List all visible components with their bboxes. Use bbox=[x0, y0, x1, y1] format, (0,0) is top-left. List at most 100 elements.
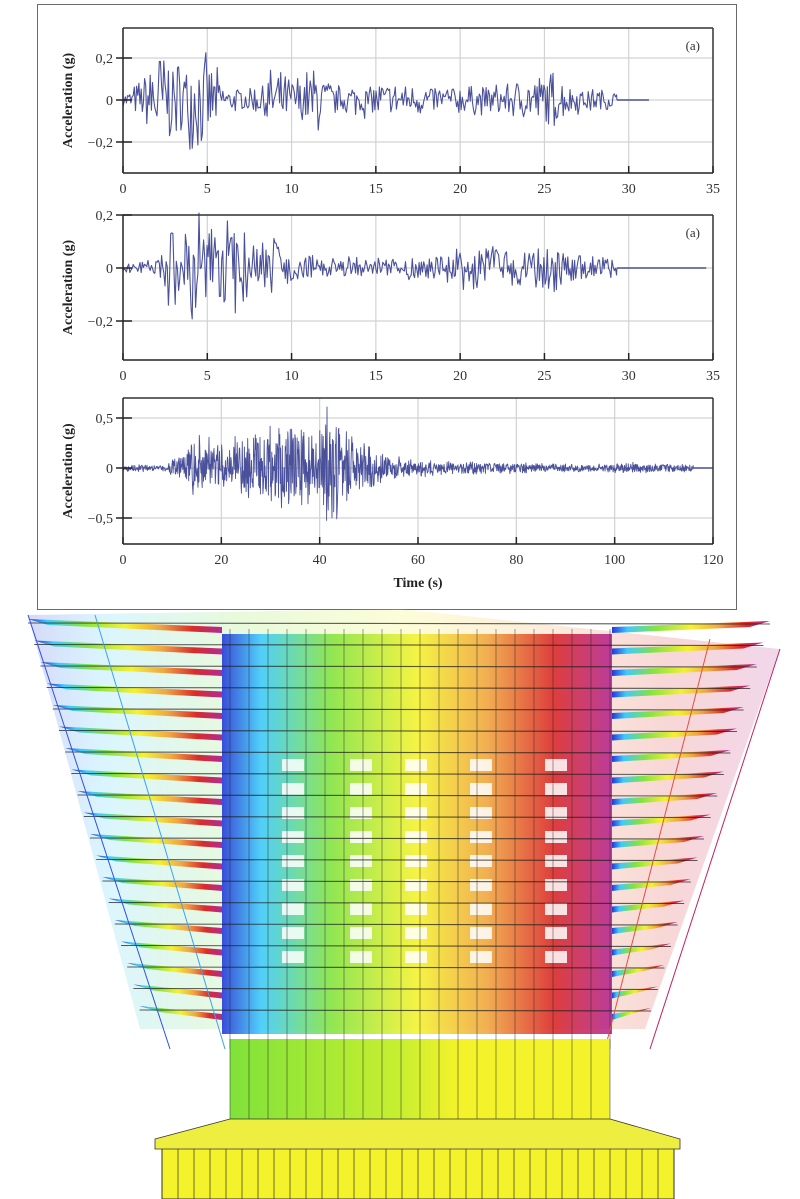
window-void bbox=[350, 903, 372, 915]
slab-edge bbox=[102, 880, 691, 883]
y-tick-label: −0,5 bbox=[88, 512, 113, 527]
slab-left bbox=[65, 748, 222, 762]
x-tick-label: 120 bbox=[703, 553, 724, 568]
building-deformation-model bbox=[27, 609, 781, 1199]
slab-left bbox=[40, 662, 223, 676]
x-tick-label: 60 bbox=[411, 553, 425, 568]
window-void bbox=[545, 903, 567, 915]
window-void bbox=[470, 879, 492, 891]
slab-left bbox=[52, 705, 222, 719]
window-void bbox=[350, 879, 372, 891]
window-void bbox=[350, 927, 372, 939]
x-tick-label: 10 bbox=[285, 182, 299, 197]
slab-edge bbox=[133, 987, 658, 991]
slab-edge bbox=[34, 643, 764, 647]
slab-edge bbox=[139, 1009, 652, 1012]
y-tick-label: −0,2 bbox=[88, 315, 113, 330]
column-right-outer bbox=[649, 648, 781, 1050]
slab-left bbox=[90, 834, 222, 848]
window-void bbox=[405, 951, 427, 963]
window-void bbox=[405, 807, 427, 819]
chart-figure-frame bbox=[37, 4, 737, 610]
window-openings bbox=[282, 759, 567, 963]
window-void bbox=[545, 783, 567, 795]
window-void bbox=[282, 951, 304, 963]
y-tick-label: 0 bbox=[106, 262, 113, 277]
column-right-inner bbox=[604, 638, 711, 1050]
window-void bbox=[470, 807, 492, 819]
slab-edge bbox=[89, 837, 705, 840]
podium-roof bbox=[154, 1118, 681, 1150]
y-tick-label: 0 bbox=[106, 462, 113, 477]
window-void bbox=[282, 831, 304, 843]
x-axis-title: Time (s) bbox=[393, 576, 442, 591]
slab-left bbox=[102, 877, 222, 891]
slab-edge bbox=[58, 729, 738, 733]
slab-edge bbox=[65, 751, 731, 754]
slab-edge bbox=[52, 708, 744, 711]
x-tick-label: 100 bbox=[604, 553, 625, 568]
x-tick-label: 35 bbox=[706, 369, 720, 384]
window-void bbox=[350, 855, 372, 867]
window-void bbox=[405, 903, 427, 915]
slab-left bbox=[96, 855, 222, 870]
x-tick-label: 25 bbox=[537, 182, 551, 197]
x-tick-label: 10 bbox=[285, 369, 299, 384]
x-tick-label: 20 bbox=[453, 182, 467, 197]
x-tick-label: 80 bbox=[509, 553, 523, 568]
window-void bbox=[350, 759, 372, 771]
acceleration-series-line bbox=[122, 52, 618, 150]
x-tick-label: 15 bbox=[369, 369, 383, 384]
acceleration-series-line bbox=[122, 406, 694, 521]
y-tick-label: 0 bbox=[106, 94, 113, 109]
y-tick-label: 0,5 bbox=[96, 412, 114, 427]
window-void bbox=[405, 855, 427, 867]
slab-left bbox=[46, 683, 222, 698]
x-tick-label: 5 bbox=[204, 369, 211, 384]
window-void bbox=[545, 855, 567, 867]
window-void bbox=[282, 807, 304, 819]
window-void bbox=[282, 855, 304, 867]
x-tick-label: 35 bbox=[706, 182, 720, 197]
window-void bbox=[282, 879, 304, 891]
slab-left bbox=[59, 726, 222, 741]
window-void bbox=[545, 831, 567, 843]
window-void bbox=[545, 879, 567, 891]
slab-edge bbox=[46, 686, 751, 690]
window-void bbox=[545, 759, 567, 771]
chart-panel-2: 0 5 10 15 20 25 30 35 0,2 0 −0,2 Acceleration (g) (a… bbox=[61, 209, 720, 384]
slab-edge bbox=[114, 923, 678, 926]
slab-edge bbox=[27, 622, 771, 625]
window-void bbox=[350, 807, 372, 819]
x-tick-label: 5 bbox=[204, 182, 211, 197]
slab-edge bbox=[96, 858, 698, 862]
window-void bbox=[350, 831, 372, 843]
x-tick-label: 20 bbox=[214, 553, 228, 568]
window-void bbox=[405, 783, 427, 795]
x-tick-label: 0 bbox=[120, 369, 127, 384]
slab-edge bbox=[120, 944, 672, 948]
window-void bbox=[470, 831, 492, 843]
chart-panel-1: 0 5 10 15 20 25 30 35 0,2 0 −0,2 Acceleration (g) (a… bbox=[61, 27, 720, 197]
x-tick-label: 25 bbox=[537, 369, 551, 384]
x-tick-label: 15 bbox=[369, 182, 383, 197]
acceleration-series-line bbox=[122, 212, 618, 320]
y-tick-label: 0,2 bbox=[96, 52, 114, 67]
slab-edge bbox=[127, 966, 665, 969]
x-tick-label: 30 bbox=[622, 182, 636, 197]
slab-left bbox=[83, 812, 222, 827]
slab-left bbox=[28, 619, 222, 633]
window-void bbox=[470, 951, 492, 963]
y-axis-title: Acceleration (g) bbox=[61, 53, 76, 149]
x-tick-label: 30 bbox=[622, 369, 636, 384]
slab-right bbox=[612, 621, 770, 633]
slab-edge bbox=[83, 815, 711, 819]
window-void bbox=[545, 927, 567, 939]
acceleration-charts: 0 5 10 15 20 25 30 35 0,2 0 −0,2 Acceleration (g) (a… bbox=[61, 27, 724, 591]
slab-left bbox=[71, 769, 223, 784]
window-void bbox=[350, 951, 372, 963]
window-void bbox=[405, 759, 427, 771]
window-void bbox=[545, 807, 567, 819]
window-void bbox=[282, 927, 304, 939]
window-void bbox=[470, 855, 492, 867]
